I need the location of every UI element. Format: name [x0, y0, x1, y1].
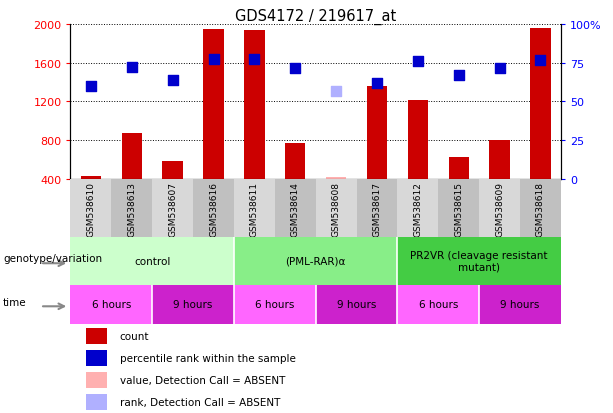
Bar [121, 134, 142, 180]
Bar [152, 180, 193, 237]
Point [168, 78, 178, 84]
Bar [86, 394, 107, 411]
Bar [479, 285, 561, 324]
Text: 9 hours: 9 hours [173, 299, 213, 310]
Text: 6 hours: 6 hours [419, 299, 458, 310]
Text: genotype/variation: genotype/variation [3, 254, 102, 264]
Text: percentile rank within the sample: percentile rank within the sample [120, 353, 295, 363]
Bar [449, 157, 469, 180]
Bar [530, 28, 550, 180]
Text: GSM538607: GSM538607 [168, 181, 177, 236]
Text: GSM538616: GSM538616 [209, 181, 218, 236]
Point [413, 58, 423, 65]
Bar [367, 87, 387, 180]
Bar [326, 178, 346, 180]
Point [208, 56, 218, 63]
Bar [408, 100, 428, 180]
Point [454, 73, 463, 79]
Text: rank, Detection Call = ABSENT: rank, Detection Call = ABSENT [120, 397, 280, 407]
Point [291, 65, 300, 71]
Text: PR2VR (cleavage resistant
mutant): PR2VR (cleavage resistant mutant) [411, 250, 548, 272]
Bar [234, 180, 275, 237]
Text: GSM538615: GSM538615 [454, 181, 463, 236]
Bar [357, 180, 397, 237]
Bar [152, 285, 234, 324]
Text: GSM538608: GSM538608 [332, 181, 341, 236]
Bar [86, 372, 107, 388]
Bar [244, 31, 265, 180]
Bar [234, 237, 397, 285]
Text: control: control [134, 256, 170, 266]
Text: GSM538613: GSM538613 [128, 181, 136, 236]
Text: time: time [3, 298, 27, 308]
Bar [86, 350, 107, 366]
Bar [86, 328, 107, 344]
Text: GSM538617: GSM538617 [373, 181, 381, 236]
Point [372, 81, 382, 87]
Bar [438, 180, 479, 237]
Bar [397, 180, 438, 237]
Point [86, 83, 96, 90]
Bar [70, 180, 112, 237]
Bar [520, 180, 561, 237]
Text: 6 hours: 6 hours [255, 299, 294, 310]
Bar [316, 180, 357, 237]
Bar [316, 285, 397, 324]
Text: GSM538618: GSM538618 [536, 181, 545, 236]
Bar [234, 285, 316, 324]
Text: 6 hours: 6 hours [92, 299, 131, 310]
Bar [70, 285, 152, 324]
Title: GDS4172 / 219617_at: GDS4172 / 219617_at [235, 9, 397, 25]
Text: (PML-RAR)α: (PML-RAR)α [286, 256, 346, 266]
Bar [489, 141, 510, 180]
Text: value, Detection Call = ABSENT: value, Detection Call = ABSENT [120, 375, 285, 385]
Text: GSM538610: GSM538610 [86, 181, 96, 236]
Bar [397, 285, 479, 324]
Bar [204, 30, 224, 180]
Bar [285, 143, 305, 180]
Point [495, 66, 504, 73]
Text: 9 hours: 9 hours [337, 299, 376, 310]
Text: GSM538609: GSM538609 [495, 181, 504, 236]
Text: 9 hours: 9 hours [500, 299, 539, 310]
Bar [112, 180, 152, 237]
Point [536, 57, 546, 64]
Text: GSM538612: GSM538612 [413, 181, 422, 236]
Bar [70, 237, 234, 285]
Text: GSM538611: GSM538611 [250, 181, 259, 236]
Point [331, 88, 341, 95]
Bar [193, 180, 234, 237]
Bar [162, 161, 183, 180]
Point [127, 64, 137, 71]
Text: count: count [120, 331, 149, 341]
Bar [275, 180, 316, 237]
Bar [479, 180, 520, 237]
Bar [397, 237, 561, 285]
Point [249, 56, 259, 63]
Text: GSM538614: GSM538614 [291, 181, 300, 236]
Bar [81, 177, 101, 180]
